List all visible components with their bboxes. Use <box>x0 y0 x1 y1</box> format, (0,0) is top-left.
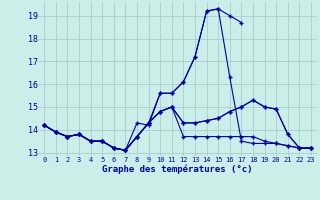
X-axis label: Graphe des températures (°c): Graphe des températures (°c) <box>102 164 253 174</box>
